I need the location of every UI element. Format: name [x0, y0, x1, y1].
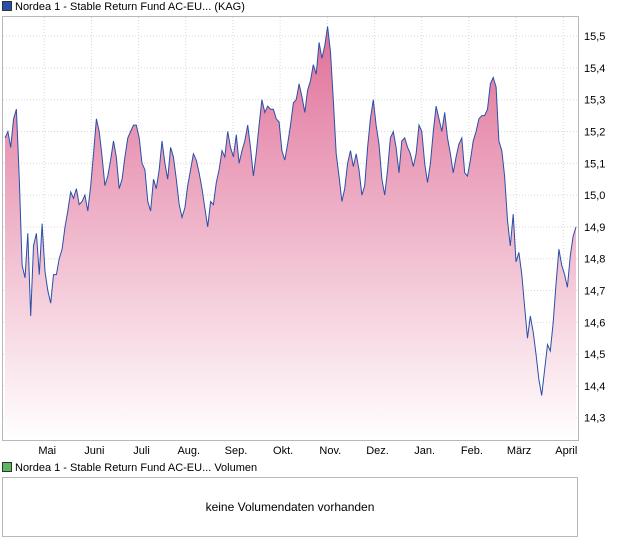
y-tick-label: 14,6: [584, 317, 605, 329]
volume-empty-message: keine Volumendaten vorhanden: [205, 500, 375, 514]
y-tick-label: 15,5: [584, 31, 605, 43]
x-tick-label: Mai: [38, 445, 56, 457]
y-tick-label: 14,5: [584, 349, 605, 361]
price-chart: 14,3 14,4 14,5 14,6 14,7 14,8 14,9 15,0 15,1 15,2…: [2, 16, 605, 457]
x-axis-ticks: Mai Juni Juli Aug. Sep. Okt. Nov. Dez. Jan. Feb. M…: [38, 445, 577, 457]
price-legend-swatch: [2, 1, 12, 11]
x-tick-label: Juni: [84, 445, 104, 457]
y-tick-label: 15,3: [584, 95, 605, 107]
price-area: [5, 26, 576, 440]
x-tick-label: März: [507, 445, 531, 457]
x-tick-label: Juli: [133, 445, 150, 457]
x-tick-label: Sep.: [225, 445, 248, 457]
volume-legend: Nordea 1 - Stable Return Fund AC-EU... V…: [2, 461, 257, 475]
x-tick-label: Aug.: [177, 445, 200, 457]
y-axis-ticks: 14,3 14,4 14,5 14,6 14,7 14,8 14,9 15,0 15,1 15,2…: [584, 31, 605, 425]
volume-legend-swatch: [2, 462, 12, 472]
volume-legend-label: Nordea 1 - Stable Return Fund AC-EU... V…: [15, 462, 258, 474]
y-tick-label: 15,4: [584, 63, 605, 75]
price-legend-label: Nordea 1 - Stable Return Fund AC-EU... (…: [15, 1, 245, 13]
y-tick-label: 14,7: [584, 286, 605, 298]
x-tick-label: Dez.: [366, 445, 389, 457]
x-tick-label: Feb.: [461, 445, 483, 457]
y-tick-label: 14,9: [584, 222, 605, 234]
y-tick-label: 15,2: [584, 126, 605, 138]
x-tick-label: Nov.: [319, 445, 341, 457]
price-line: [4, 26, 577, 396]
x-tick-label: April: [555, 445, 577, 457]
price-legend: Nordea 1 - Stable Return Fund AC-EU... (…: [2, 0, 245, 14]
x-tick-label: Okt.: [273, 445, 293, 457]
x-tick-label: Jan.: [414, 445, 435, 457]
y-tick-label: 15,1: [584, 158, 605, 170]
y-tick-label: 14,4: [584, 381, 605, 393]
y-tick-label: 14,3: [584, 413, 605, 425]
y-tick-label: 15,0: [584, 190, 605, 202]
volume-panel: keine Volumendaten vorhanden: [2, 477, 578, 537]
y-tick-label: 14,8: [584, 254, 605, 266]
